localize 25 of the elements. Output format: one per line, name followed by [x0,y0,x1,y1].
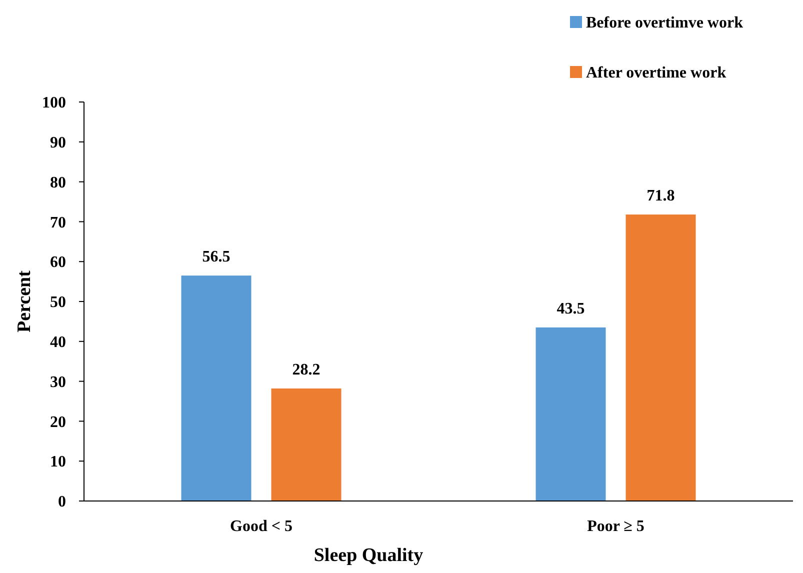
bar [626,214,696,501]
data-label: 71.8 [646,188,675,205]
x-tick-label: Poor ≥ 5 [587,518,644,535]
legend-label: After overtime work [586,64,726,82]
data-label: 43.5 [556,300,585,318]
y-tick-label: 10 [50,454,66,471]
y-axis-title: Percent [14,270,35,332]
y-tick-label: 100 [42,94,66,112]
data-label: 56.5 [202,248,230,266]
bar [536,327,606,501]
y-tick-label: 50 [50,294,66,312]
legend-label: Before overtimve work [586,14,744,32]
y-tick-label: 60 [50,254,66,272]
bar [181,276,252,501]
y-tick-label: 90 [50,134,66,152]
y-tick-label: 70 [50,214,66,232]
y-tick-label: 30 [50,374,66,391]
bar [271,388,342,501]
data-label: 28.2 [292,361,320,378]
x-axis-title: Sleep Quality [314,545,424,566]
y-tick-label: 80 [50,174,66,192]
y-tick-label: 20 [50,414,66,431]
y-tick-label: 40 [50,334,66,351]
x-tick-label: Good < 5 [230,518,292,535]
y-tick-label: 0 [58,494,66,511]
